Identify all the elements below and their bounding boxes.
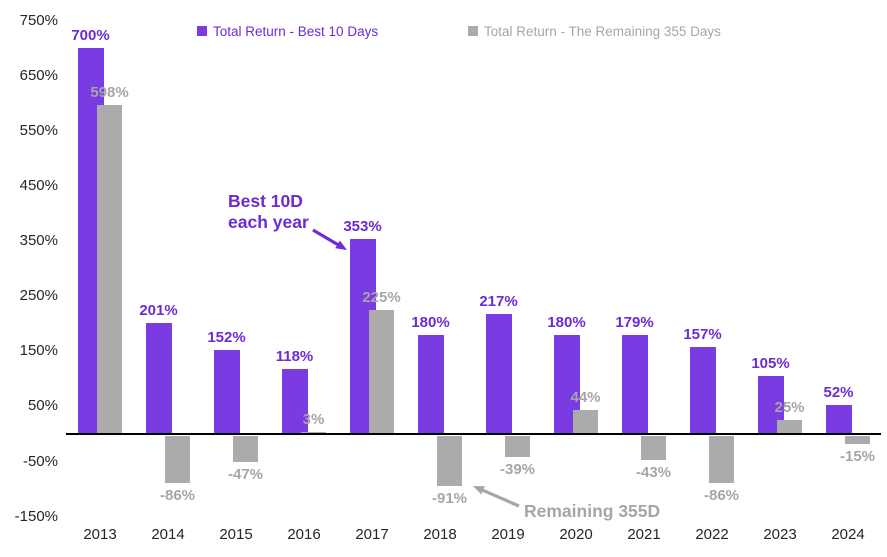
y-tick-650: 650% [19, 66, 58, 84]
y-tick-550: 550% [19, 121, 58, 139]
bar-best10-2022 [690, 347, 716, 434]
legend-label-best-10-days: Total Return - Best 10 Days [213, 23, 379, 39]
bar-remaining355-2019 [505, 436, 530, 458]
bar-remaining355-2015 [233, 436, 258, 462]
best10-arrow-head-icon [335, 240, 347, 250]
value-label-best10-2022: 157% [683, 326, 722, 344]
x-label-2017: 2017 [355, 526, 389, 543]
x-label-2016: 2016 [287, 526, 321, 543]
x-label-2014: 2014 [151, 526, 185, 543]
value-label-remaining355-2020: 44% [570, 388, 601, 406]
value-label-best10-2019: 217% [479, 293, 518, 311]
x-label-2020: 2020 [559, 526, 593, 543]
legend-swatch-best-10-days-icon [197, 26, 207, 36]
bar-remaining355-2023 [777, 420, 802, 434]
bar-remaining355-2024 [845, 436, 870, 445]
x-label-2019: 2019 [491, 526, 525, 543]
bar-best10-2021 [622, 335, 648, 434]
annotation-best-10d-line-1: Best 10D [228, 191, 303, 211]
y-tick--150: -150% [14, 507, 58, 525]
value-label-remaining355-2018: -91% [431, 490, 468, 508]
x-label-2021: 2021 [627, 526, 661, 543]
legend-item-remaining-355-days: Total Return - The Remaining 355 Days [468, 23, 721, 39]
value-label-remaining355-2022: -86% [703, 487, 740, 505]
value-label-best10-2021: 179% [615, 314, 654, 332]
value-label-best10-2018: 180% [411, 313, 450, 331]
annotation-remaining-355d-line-1: Remaining 355D [524, 501, 661, 521]
x-axis-line [66, 433, 881, 435]
bar-best10-2019 [486, 314, 512, 434]
bar-best10-2014 [146, 323, 172, 434]
y-tick--50: -50% [22, 452, 58, 470]
value-label-remaining355-2019: -39% [499, 461, 536, 479]
value-label-best10-2014: 201% [139, 302, 178, 320]
bar-remaining355-2018 [437, 436, 462, 487]
bar-remaining355-2022 [709, 436, 734, 484]
value-label-remaining355-2015: -47% [227, 465, 264, 483]
value-label-best10-2016: 118% [275, 347, 314, 365]
value-label-remaining355-2017: 225% [362, 289, 401, 307]
bar-remaining355-2017 [369, 310, 394, 434]
value-label-remaining355-2013: 598% [90, 83, 129, 101]
value-label-remaining355-2016: 3% [302, 411, 325, 429]
x-label-2023: 2023 [763, 526, 797, 543]
value-label-best10-2015: 152% [207, 329, 246, 347]
legend-label-remaining-355-days: Total Return - The Remaining 355 Days [484, 23, 721, 39]
value-label-remaining355-2021: -43% [635, 463, 672, 481]
x-label-2022: 2022 [695, 526, 729, 543]
y-tick-250: 250% [19, 287, 58, 305]
value-label-remaining355-2014: -86% [159, 487, 196, 505]
y-tick-750: 750% [19, 11, 58, 29]
bar-remaining355-2020 [573, 409, 598, 434]
value-label-best10-2017: 353% [343, 218, 382, 236]
x-label-2013: 2013 [83, 526, 117, 543]
bar-remaining355-2014 [165, 436, 190, 484]
bar-remaining355-2021 [641, 436, 666, 460]
y-tick-50: 50% [27, 397, 58, 415]
annotation-best-10d-each-year: Best 10D each year [228, 191, 309, 233]
x-label-2018: 2018 [423, 526, 457, 543]
value-label-best10-2020: 180% [547, 313, 586, 331]
bar-remaining355-2013 [97, 104, 122, 434]
value-label-remaining355-2023: 25% [774, 399, 805, 417]
annotation-best-10d-line-2: each year [228, 212, 309, 232]
y-tick-150: 150% [19, 342, 58, 360]
y-tick-450: 450% [19, 177, 58, 195]
x-label-2024: 2024 [831, 526, 865, 543]
legend-item-best-10-days: Total Return - Best 10 Days [197, 23, 378, 39]
y-tick-350: 350% [19, 232, 58, 250]
annotation-remaining-355d: Remaining 355D [524, 501, 660, 522]
bar-best10-2016 [282, 368, 308, 434]
value-label-best10-2024: 52% [823, 384, 854, 402]
value-label-best10-2013: 700% [71, 27, 110, 45]
bar-best10-2015 [214, 350, 240, 434]
value-label-best10-2023: 105% [751, 355, 790, 373]
legend-swatch-remaining-355-days-icon [468, 26, 478, 36]
x-label-2015: 2015 [219, 526, 253, 543]
value-label-remaining355-2024: -15% [839, 448, 876, 466]
bar-best10-2018 [418, 334, 444, 434]
bar-best10-2024 [826, 405, 852, 434]
